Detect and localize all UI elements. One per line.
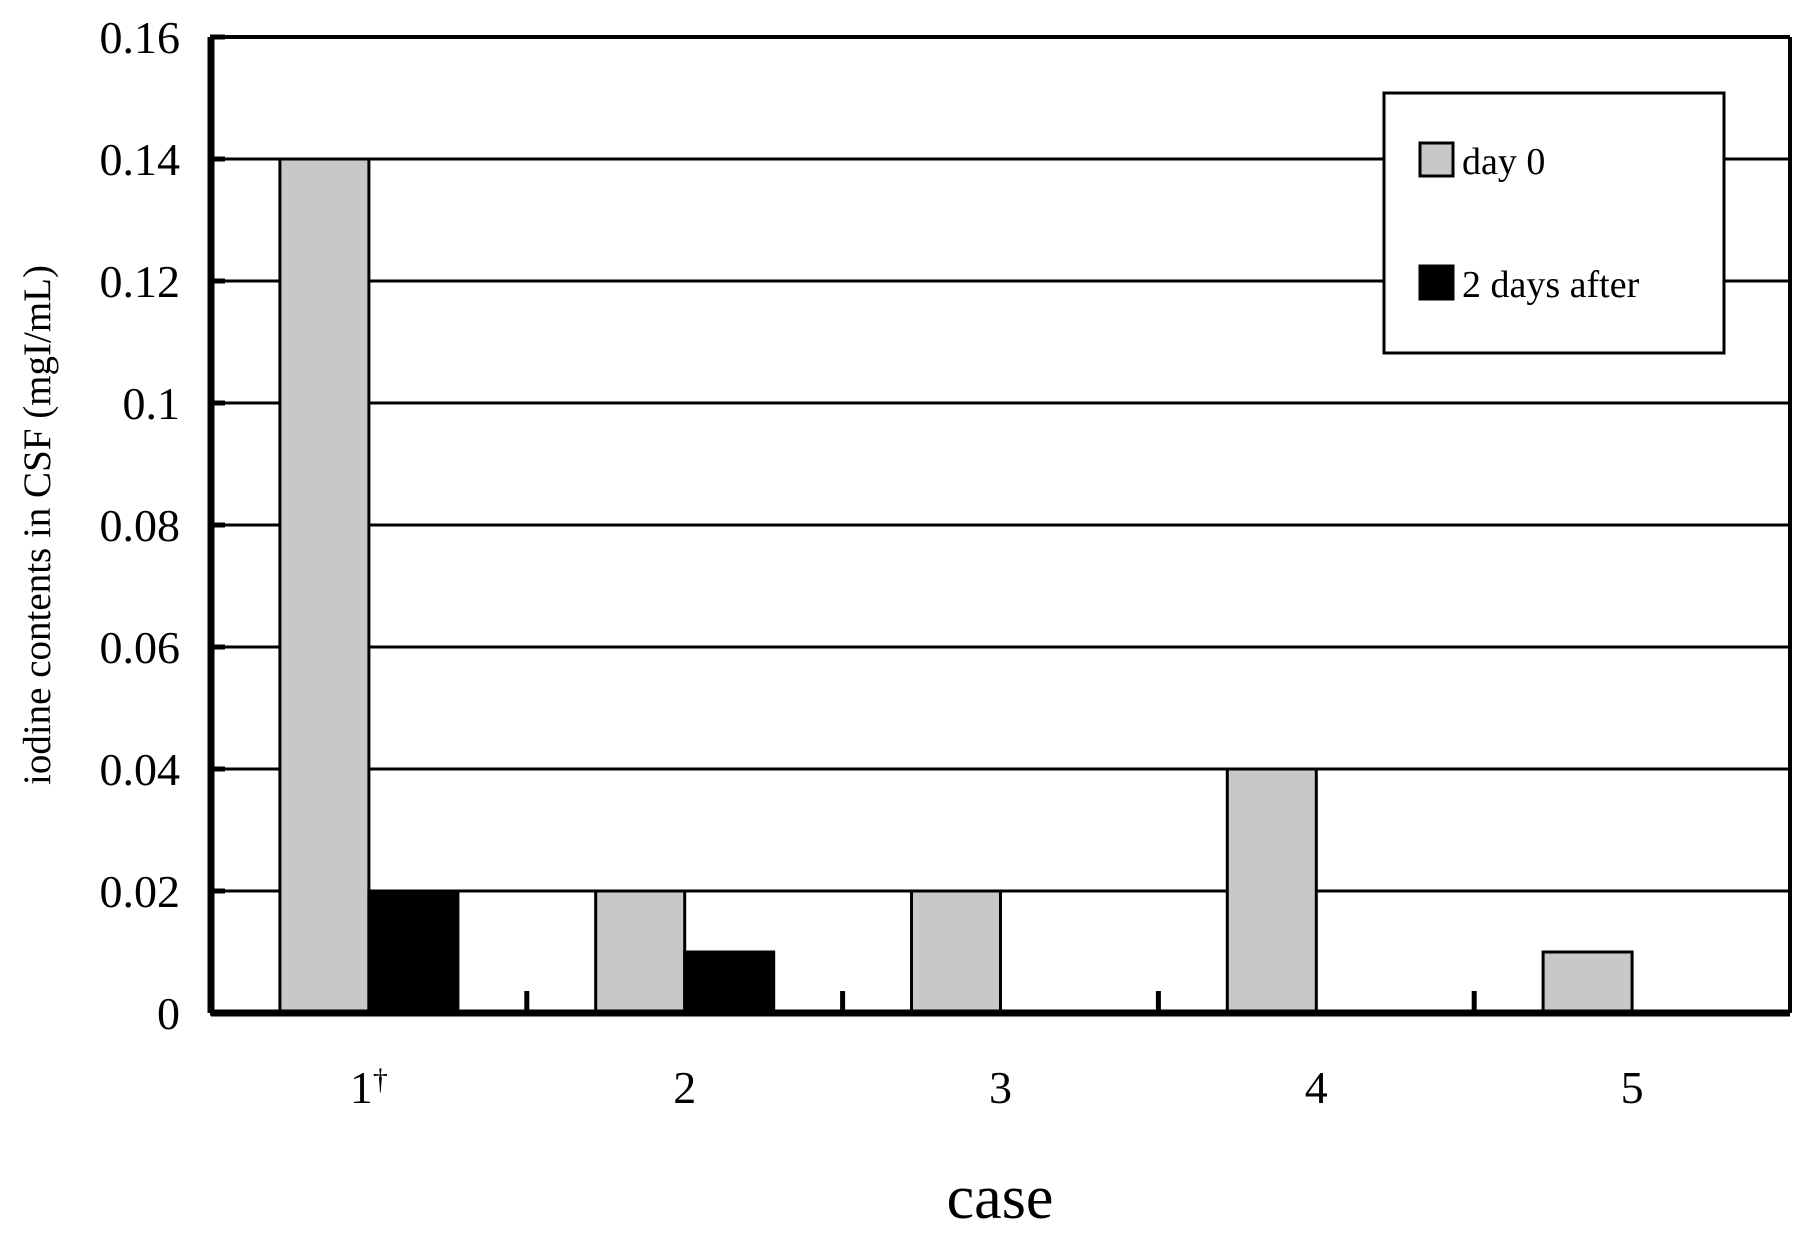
y-tick-label: 0.14 xyxy=(100,134,181,185)
bar xyxy=(278,157,371,1015)
y-tick-label: 0.16 xyxy=(100,12,181,63)
y-tick-label: 0.12 xyxy=(100,256,181,307)
bar xyxy=(910,889,1002,1015)
legend-label: day 0 xyxy=(1462,141,1545,183)
gridlines xyxy=(211,35,1790,893)
x-category-labels: 1† 2 3 4 5 xyxy=(350,1062,1644,1113)
x-axis-title: case xyxy=(947,1164,1054,1232)
legend-box xyxy=(1382,91,1726,355)
bar xyxy=(594,889,687,1015)
x-category-label: 3 xyxy=(989,1062,1012,1113)
y-tick-label: 0.04 xyxy=(100,744,181,795)
legend-label: 2 days after xyxy=(1462,264,1640,306)
category-footnote-mark: † xyxy=(373,1063,388,1096)
bar xyxy=(683,950,776,1015)
y-tick-label: 0.1 xyxy=(123,378,181,429)
y-axis-title: iodine contents in CSF (mgI/mL) xyxy=(16,265,59,785)
y-tick-label: 0.08 xyxy=(100,500,181,551)
y-tick-label: 0 xyxy=(157,988,180,1039)
y-tick-labels: 0 0.02 0.04 0.06 0.08 0.1 0.12 0.14 0.16 xyxy=(100,12,225,1039)
y-tick-label: 0.02 xyxy=(100,866,181,917)
y-tick-label: 0.06 xyxy=(100,622,181,673)
bar xyxy=(1541,950,1634,1015)
legend-swatch xyxy=(1418,264,1455,301)
bar xyxy=(1225,767,1318,1015)
x-category-label: 2 xyxy=(673,1062,696,1113)
x-category-label: 4 xyxy=(1305,1062,1328,1113)
bars xyxy=(278,157,1634,1015)
legend-items: day 0 2 days after xyxy=(1418,141,1640,306)
legend: day 0 2 days after xyxy=(1382,91,1726,355)
x-category-label: 5 xyxy=(1621,1062,1644,1113)
legend-swatch xyxy=(1418,141,1455,178)
x-category-label: 1† xyxy=(350,1062,388,1113)
bar xyxy=(367,889,460,1015)
